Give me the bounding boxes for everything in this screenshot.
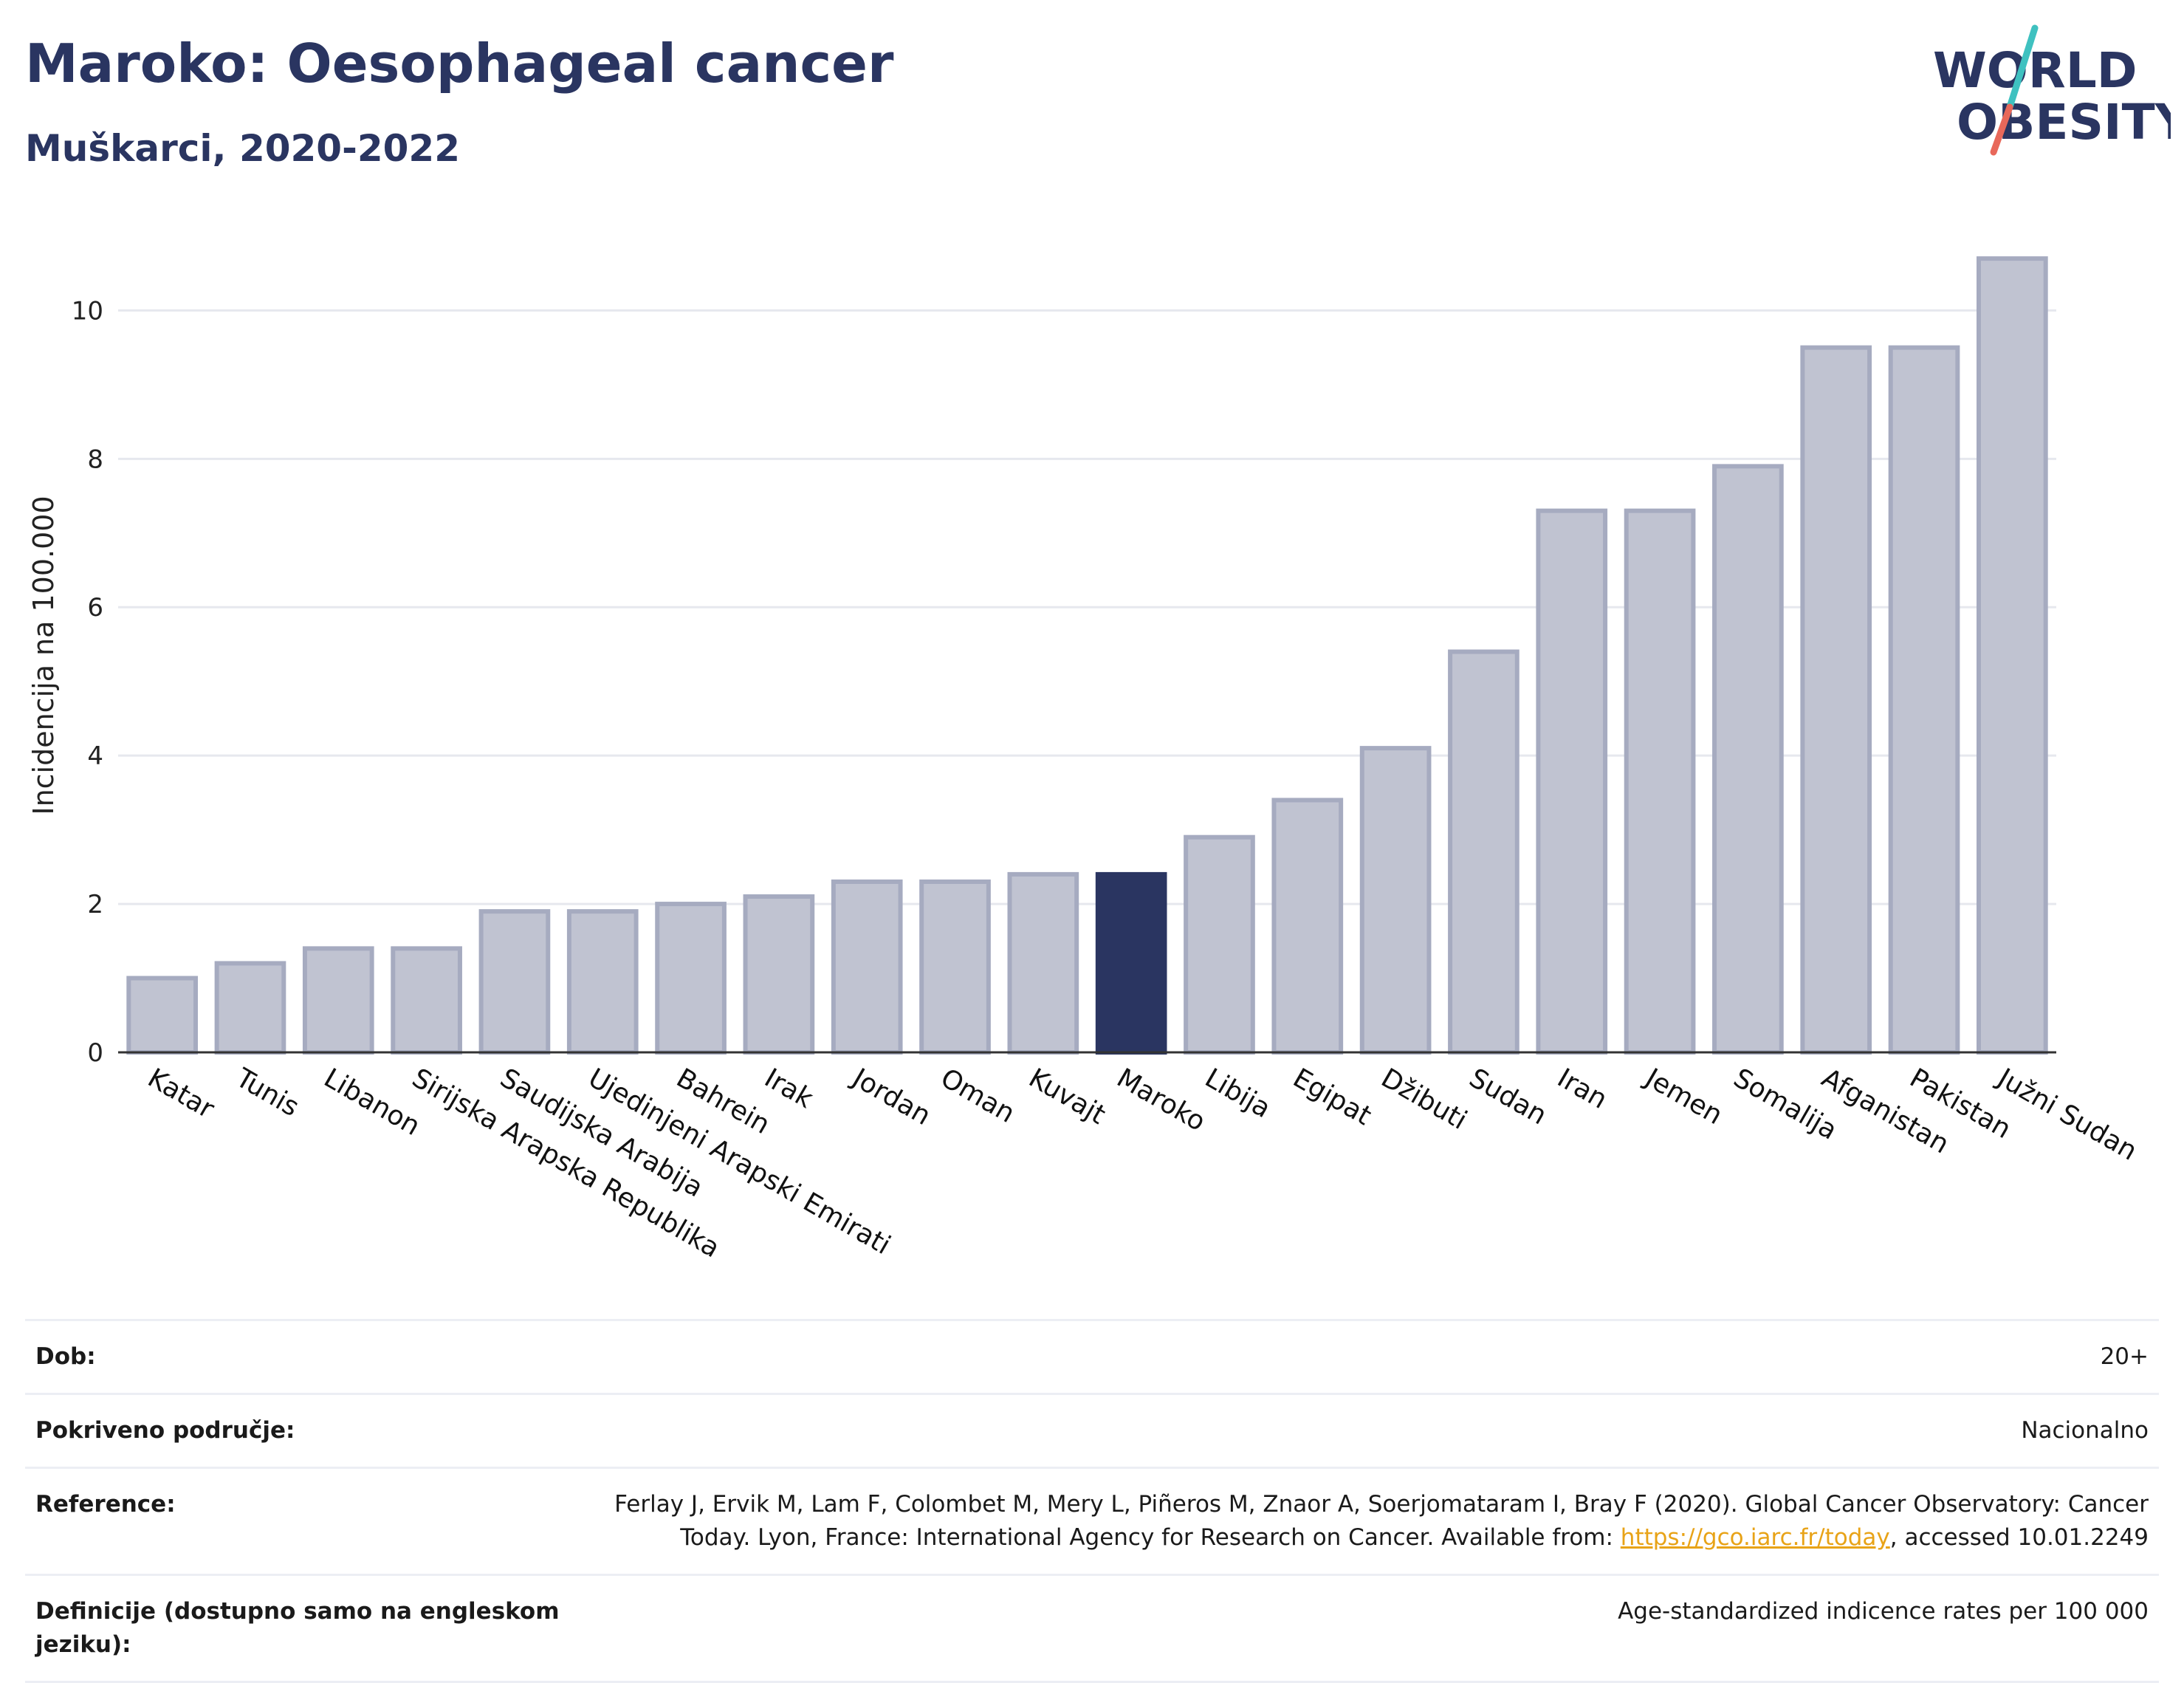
x-tick-label: Jordan: [846, 1062, 935, 1131]
world-obesity-logo[interactable]: WORLD OBESITY: [1920, 22, 2184, 162]
bar[interactable]: [1977, 256, 2048, 1055]
page-subtitle: Muškarci, 2020-2022: [25, 127, 461, 170]
y-tick-label: 10: [72, 296, 103, 326]
bar[interactable]: [1800, 345, 1872, 1055]
x-tick-label: Oman: [935, 1063, 1020, 1129]
bar[interactable]: [1536, 508, 1608, 1055]
bar[interactable]: [1624, 508, 1696, 1055]
x-tick-label: Libija: [1200, 1063, 1276, 1124]
meta-value: Age-standardized indicence rates per 100…: [577, 1573, 2159, 1683]
bar[interactable]: [391, 946, 462, 1055]
reference-link[interactable]: https://gco.iarc.fr/today: [1620, 1523, 1890, 1551]
x-tick-label: Libanon: [319, 1063, 425, 1142]
y-tick-label: 0: [87, 1038, 103, 1068]
meta-row-definitions: Definicije (dostupno samo na engleskom j…: [25, 1573, 2159, 1683]
x-tick-label: Kuvajt: [1023, 1063, 1110, 1131]
metadata-table: Dob: 20+ Pokriveno područje: Nacionalno …: [25, 1319, 2159, 1683]
x-tick-label: Džibuti: [1376, 1063, 1472, 1136]
y-axis-label: Incidencija na 100.000: [27, 496, 60, 815]
meta-value: 20+: [577, 1319, 2159, 1395]
logo-slash-top: [2006, 24, 2039, 111]
bar[interactable]: [126, 976, 198, 1055]
bar[interactable]: [1448, 649, 1519, 1055]
y-tick-label: 8: [87, 445, 103, 474]
meta-value: Ferlay J, Ervik M, Lam F, Colombet M, Me…: [577, 1466, 2159, 1576]
reference-accessed: , accessed 10.01.2249: [1889, 1523, 2149, 1551]
meta-key: Dob:: [25, 1319, 577, 1395]
bar[interactable]: [743, 894, 815, 1055]
bars: [126, 256, 2048, 1055]
x-tick-label: Maroko: [1112, 1063, 1211, 1137]
logo-graphic: WORLD OBESITY: [1933, 24, 2184, 156]
x-tick-label: Iran: [1552, 1063, 1612, 1115]
bar[interactable]: [1359, 746, 1432, 1055]
logo-line1: WORLD: [1933, 42, 2137, 99]
y-tick-label: 6: [87, 593, 103, 623]
meta-row-reference: Reference: Ferlay J, Ervik M, Lam F, Col…: [25, 1466, 2159, 1576]
x-tick-label: Tunis: [230, 1063, 304, 1122]
x-tick-label: Katar: [142, 1063, 219, 1125]
reference-text: Ferlay J, Ervik M, Lam F, Colombet M, Me…: [614, 1490, 2149, 1551]
meta-key: Pokriveno područje:: [25, 1392, 577, 1469]
bar[interactable]: [214, 961, 286, 1055]
meta-row-coverage: Pokriveno područje: Nacionalno: [25, 1392, 2159, 1469]
bar[interactable]: [831, 879, 903, 1055]
meta-value: Nacionalno: [577, 1392, 2159, 1469]
bar-highlight[interactable]: [1095, 871, 1167, 1055]
bar[interactable]: [302, 946, 374, 1055]
bar[interactable]: [919, 879, 991, 1055]
bar[interactable]: [1888, 345, 1960, 1055]
x-tick-label: Sudan: [1464, 1063, 1552, 1131]
y-tick-label: 4: [87, 741, 103, 771]
x-tick-label: Egipat: [1288, 1063, 1376, 1131]
bar[interactable]: [655, 902, 727, 1055]
page-title: Maroko: Oesophageal cancer: [25, 32, 894, 95]
meta-row-age: Dob: 20+: [25, 1319, 2159, 1395]
bar[interactable]: [1271, 798, 1344, 1055]
x-tick-label: Južni Sudan: [1991, 1062, 2142, 1167]
meta-key: Reference:: [25, 1466, 577, 1576]
bar[interactable]: [478, 909, 551, 1055]
x-tick-label: Irak: [759, 1063, 818, 1114]
bar[interactable]: [1184, 834, 1255, 1055]
x-tick-label: Jemen: [1639, 1062, 1728, 1131]
bar[interactable]: [566, 909, 639, 1055]
y-tick-label: 2: [87, 890, 103, 919]
meta-key: Definicije (dostupno samo na engleskom j…: [25, 1573, 577, 1683]
bar[interactable]: [1007, 871, 1079, 1055]
logo-slash-bottom: [1990, 103, 2013, 156]
bar[interactable]: [1712, 464, 1784, 1055]
